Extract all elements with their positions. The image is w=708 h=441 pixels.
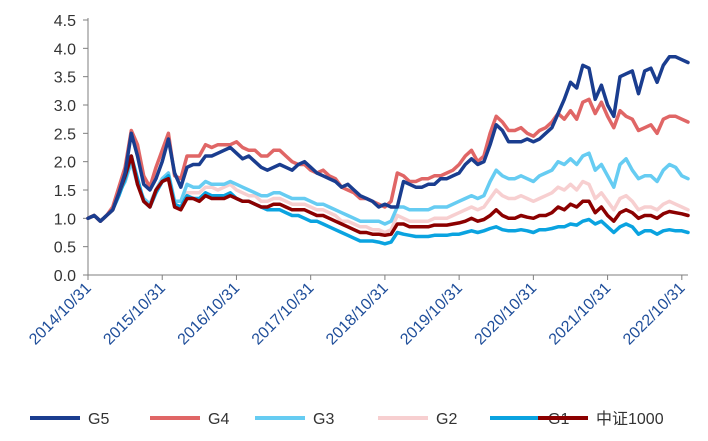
- legend-label: G4: [208, 411, 229, 428]
- y-tick-label: 2.0: [54, 155, 76, 172]
- legend-label: G2: [436, 411, 457, 428]
- series-line-g2: [86, 157, 690, 235]
- x-tick-label: 2021/10/31: [546, 280, 615, 349]
- y-tick-label: 3.0: [54, 98, 76, 115]
- series-line-g3: [86, 151, 690, 226]
- y-tick-label: 1.0: [54, 211, 76, 228]
- x-axis: 2014/10/31 2015/10/31 2016/10/31 2017/10/31…: [26, 274, 689, 349]
- y-tick-label: 0.5: [54, 240, 76, 257]
- plot-area: [86, 55, 690, 246]
- x-tick-label: 2019/10/31: [397, 280, 466, 349]
- legend-label: G3: [313, 411, 334, 428]
- y-tick-label: 2.5: [54, 126, 76, 143]
- y-axis: 0.0 0.5 1.0 1.5 2.0 2.5 3.0 3.5 4.0 4.5: [54, 13, 89, 285]
- legend-label: 中证1000: [596, 410, 664, 428]
- x-tick-label: 2020/10/31: [472, 280, 541, 349]
- series-line-g5: [86, 55, 690, 223]
- series-line-g1: [86, 154, 690, 246]
- legend-label: G5: [88, 411, 109, 428]
- x-tick-label: 2022/10/31: [620, 280, 689, 349]
- x-tick-label: 2016/10/31: [175, 280, 244, 349]
- series-line-1000: [86, 154, 690, 238]
- y-tick-label: 1.5: [54, 183, 76, 200]
- y-tick-label: 4.5: [54, 13, 76, 30]
- x-tick-label: 2018/10/31: [323, 280, 392, 349]
- x-tick-label: 2014/10/31: [26, 280, 95, 349]
- y-tick-label: 4.0: [54, 41, 76, 58]
- legend: G5G4G3G2G1中证1000: [30, 410, 664, 428]
- y-tick-label: 3.5: [54, 70, 76, 87]
- x-tick-label: 2017/10/31: [249, 280, 318, 349]
- y-tick-label: 0.0: [54, 268, 76, 285]
- x-tick-label: 2015/10/31: [100, 280, 169, 349]
